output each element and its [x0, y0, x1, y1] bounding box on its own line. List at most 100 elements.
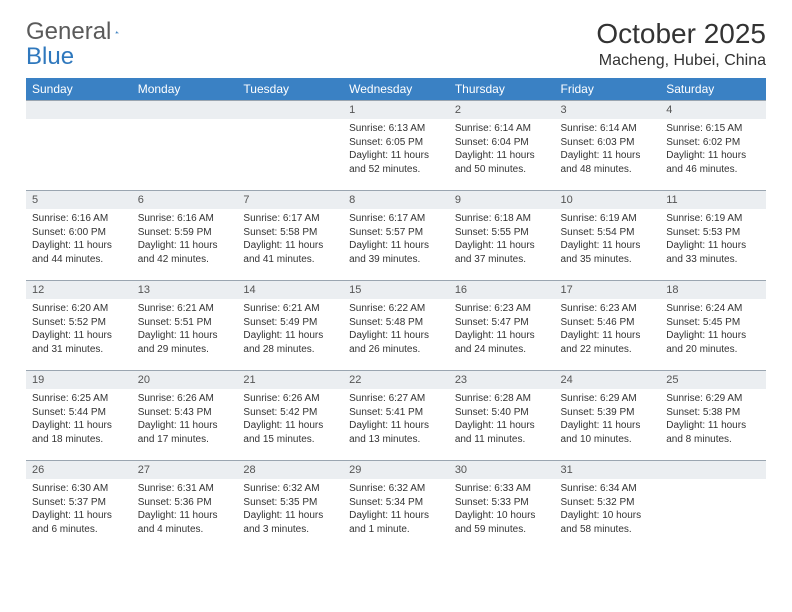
day-number: 13 — [132, 280, 238, 299]
calendar-cell: 23Sunrise: 6:28 AMSunset: 5:40 PMDayligh… — [449, 370, 555, 460]
daylight-line: Daylight: 11 hours and 1 minute. — [349, 509, 443, 536]
day-number: 1 — [343, 100, 449, 119]
calendar-cell: 26Sunrise: 6:30 AMSunset: 5:37 PMDayligh… — [26, 460, 132, 550]
daylight-line: Daylight: 11 hours and 15 minutes. — [243, 419, 337, 446]
day-number: 30 — [449, 460, 555, 479]
sunrise-line: Sunrise: 6:20 AM — [32, 302, 126, 316]
calendar-cell: 1Sunrise: 6:13 AMSunset: 6:05 PMDaylight… — [343, 100, 449, 190]
calendar-body: 1Sunrise: 6:13 AMSunset: 6:05 PMDaylight… — [26, 100, 766, 550]
day-number: 3 — [555, 100, 661, 119]
sunrise-line: Sunrise: 6:21 AM — [138, 302, 232, 316]
day-body: Sunrise: 6:13 AMSunset: 6:05 PMDaylight:… — [343, 119, 449, 182]
calendar-cell: 12Sunrise: 6:20 AMSunset: 5:52 PMDayligh… — [26, 280, 132, 370]
calendar-cell: 4Sunrise: 6:15 AMSunset: 6:02 PMDaylight… — [660, 100, 766, 190]
calendar-cell: 30Sunrise: 6:33 AMSunset: 5:33 PMDayligh… — [449, 460, 555, 550]
sunset-line: Sunset: 5:59 PM — [138, 226, 232, 240]
calendar-row: 1Sunrise: 6:13 AMSunset: 6:05 PMDaylight… — [26, 100, 766, 190]
daylight-line: Daylight: 11 hours and 17 minutes. — [138, 419, 232, 446]
sunrise-line: Sunrise: 6:27 AM — [349, 392, 443, 406]
sunrise-line: Sunrise: 6:22 AM — [349, 302, 443, 316]
calendar-cell: 24Sunrise: 6:29 AMSunset: 5:39 PMDayligh… — [555, 370, 661, 460]
location: Macheng, Hubei, China — [596, 52, 766, 70]
calendar-cell: 9Sunrise: 6:18 AMSunset: 5:55 PMDaylight… — [449, 190, 555, 280]
calendar-cell: 6Sunrise: 6:16 AMSunset: 5:59 PMDaylight… — [132, 190, 238, 280]
daylight-line: Daylight: 11 hours and 31 minutes. — [32, 329, 126, 356]
sunset-line: Sunset: 5:47 PM — [455, 316, 549, 330]
calendar-row: 5Sunrise: 6:16 AMSunset: 6:00 PMDaylight… — [26, 190, 766, 280]
sunset-line: Sunset: 5:45 PM — [666, 316, 760, 330]
day-body: Sunrise: 6:20 AMSunset: 5:52 PMDaylight:… — [26, 299, 132, 362]
daylight-line: Daylight: 11 hours and 46 minutes. — [666, 149, 760, 176]
day-body: Sunrise: 6:27 AMSunset: 5:41 PMDaylight:… — [343, 389, 449, 452]
sunset-line: Sunset: 5:35 PM — [243, 496, 337, 510]
sunset-line: Sunset: 5:39 PM — [561, 406, 655, 420]
sunset-line: Sunset: 5:49 PM — [243, 316, 337, 330]
sunrise-line: Sunrise: 6:28 AM — [455, 392, 549, 406]
daylight-line: Daylight: 11 hours and 41 minutes. — [243, 239, 337, 266]
day-number: 26 — [26, 460, 132, 479]
daylight-line: Daylight: 11 hours and 20 minutes. — [666, 329, 760, 356]
day-number: 2 — [449, 100, 555, 119]
day-body: Sunrise: 6:23 AMSunset: 5:47 PMDaylight:… — [449, 299, 555, 362]
sunrise-line: Sunrise: 6:31 AM — [138, 482, 232, 496]
day-body: Sunrise: 6:32 AMSunset: 5:35 PMDaylight:… — [237, 479, 343, 542]
day-number: 9 — [449, 190, 555, 209]
sunrise-line: Sunrise: 6:24 AM — [666, 302, 760, 316]
day-number: 17 — [555, 280, 661, 299]
calendar-cell: 21 Sunrise: 6:26 AMSunset: 5:42 PMDayligh… — [237, 370, 343, 460]
day-body: Sunrise: 6:23 AMSunset: 5:46 PMDaylight:… — [555, 299, 661, 362]
daylight-line: Daylight: 11 hours and 22 minutes. — [561, 329, 655, 356]
day-number: 12 — [26, 280, 132, 299]
sunrise-line: Sunrise: 6:17 AM — [349, 212, 443, 226]
daylight-line: Daylight: 11 hours and 10 minutes. — [561, 419, 655, 446]
calendar-cell: 28Sunrise: 6:32 AMSunset: 5:35 PMDayligh… — [237, 460, 343, 550]
day-body: Sunrise: 6:26 AMSunset: 5:43 PMDaylight:… — [132, 389, 238, 452]
sunrise-line: Sunrise: 6:30 AM — [32, 482, 126, 496]
calendar-cell: 17Sunrise: 6:23 AMSunset: 5:46 PMDayligh… — [555, 280, 661, 370]
daylight-line: Daylight: 11 hours and 13 minutes. — [349, 419, 443, 446]
calendar-cell: 29Sunrise: 6:32 AMSunset: 5:34 PMDayligh… — [343, 460, 449, 550]
sunrise-line: Sunrise: 6:18 AM — [455, 212, 549, 226]
sunset-line: Sunset: 5:48 PM — [349, 316, 443, 330]
day-number: 15 — [343, 280, 449, 299]
sunset-line: Sunset: 5:55 PM — [455, 226, 549, 240]
day-body: Sunrise: 6:21 AMSunset: 5:51 PMDaylight:… — [132, 299, 238, 362]
calendar-cell: 13Sunrise: 6:21 AMSunset: 5:51 PMDayligh… — [132, 280, 238, 370]
calendar-table: SundayMondayTuesdayWednesdayThursdayFrid… — [26, 78, 766, 550]
weekday-header-row: SundayMondayTuesdayWednesdayThursdayFrid… — [26, 78, 766, 100]
sunrise-line: Sunrise: 6:23 AM — [455, 302, 549, 316]
daylight-line: Daylight: 11 hours and 8 minutes. — [666, 419, 760, 446]
sunrise-line: Sunrise: 6:15 AM — [666, 122, 760, 136]
calendar-row: 19Sunrise: 6:25 AMSunset: 5:44 PMDayligh… — [26, 370, 766, 460]
sunset-line: Sunset: 5:42 PM — [243, 406, 337, 420]
day-body: Sunrise: 6:14 AMSunset: 6:04 PMDaylight:… — [449, 119, 555, 182]
calendar-cell: 15Sunrise: 6:22 AMSunset: 5:48 PMDayligh… — [343, 280, 449, 370]
daylight-line: Daylight: 11 hours and 29 minutes. — [138, 329, 232, 356]
sunrise-line: Sunrise: 6:32 AM — [243, 482, 337, 496]
sunrise-line: Sunrise: 6:16 AM — [138, 212, 232, 226]
daylight-line: Daylight: 11 hours and 52 minutes. — [349, 149, 443, 176]
sunset-line: Sunset: 5:34 PM — [349, 496, 443, 510]
day-body: Sunrise: 6:15 AMSunset: 6:02 PMDaylight:… — [660, 119, 766, 182]
sunrise-line: Sunrise: 6:14 AM — [455, 122, 549, 136]
day-number: 10 — [555, 190, 661, 209]
sunrise-line: Sunrise: 6:23 AM — [561, 302, 655, 316]
daylight-line: Daylight: 11 hours and 3 minutes. — [243, 509, 337, 536]
day-body: Sunrise: 6:25 AMSunset: 5:44 PMDaylight:… — [26, 389, 132, 452]
logo: General — [26, 18, 141, 46]
sunset-line: Sunset: 5:51 PM — [138, 316, 232, 330]
sunrise-line: Sunrise: 6:21 AM — [243, 302, 337, 316]
daylight-line: Daylight: 10 hours and 58 minutes. — [561, 509, 655, 536]
day-number: 31 — [555, 460, 661, 479]
sunset-line: Sunset: 6:05 PM — [349, 136, 443, 150]
sunset-line: Sunset: 5:41 PM — [349, 406, 443, 420]
weekday-header: Thursday — [449, 78, 555, 100]
calendar-cell: 2Sunrise: 6:14 AMSunset: 6:04 PMDaylight… — [449, 100, 555, 190]
sunrise-line: Sunrise: 6:26 AM — [243, 392, 337, 406]
day-number: 21 — [237, 370, 343, 389]
calendar-cell: 19Sunrise: 6:25 AMSunset: 5:44 PMDayligh… — [26, 370, 132, 460]
calendar-cell: 25Sunrise: 6:29 AMSunset: 5:38 PMDayligh… — [660, 370, 766, 460]
calendar-cell: 8Sunrise: 6:17 AMSunset: 5:57 PMDaylight… — [343, 190, 449, 280]
sunset-line: Sunset: 6:00 PM — [32, 226, 126, 240]
sunset-line: Sunset: 6:03 PM — [561, 136, 655, 150]
